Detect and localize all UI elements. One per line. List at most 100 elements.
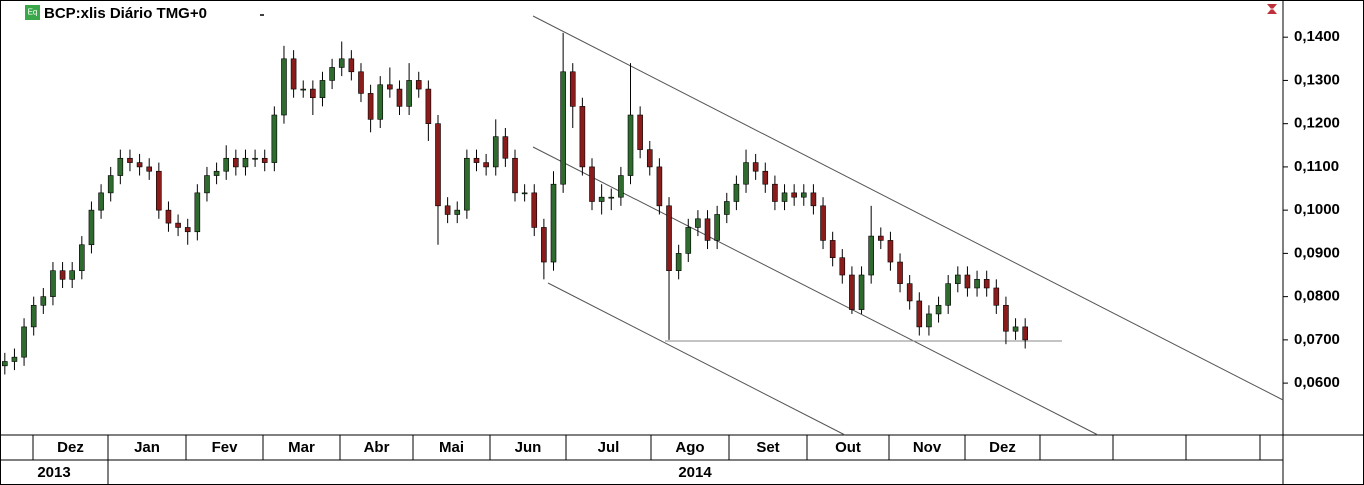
month-label: Nov [913,439,942,456]
candle-body [290,58,297,90]
candle-body [117,157,124,176]
year-label: 2014 [678,464,712,481]
candle-body [59,270,66,280]
candle-body [887,240,894,263]
candle-body [329,67,335,81]
candle-body [589,166,595,202]
chart-title[interactable]: BCP:xlis Diário TMG+0 [44,5,207,22]
candle-body [579,106,586,168]
y-tick-label: 0,0800 [1294,288,1340,305]
candle-body [252,157,258,160]
candle-body [127,157,133,163]
candle-body [281,58,287,116]
candle-body [829,240,836,259]
candle-body [271,114,278,163]
candle-body [1003,304,1009,332]
candle-body [415,80,422,90]
month-label: Dez [989,439,1016,456]
candle-body [723,201,730,215]
candle-body [800,192,807,198]
candle-body [993,287,1000,306]
candle-body [213,170,220,176]
month-label: Abr [364,439,390,456]
candle-body [175,222,181,228]
candle-body [358,71,364,94]
y-tick-label: 0,1100 [1294,158,1339,175]
candle-body [560,71,566,185]
y-tick-label: 0,1200 [1294,115,1340,132]
candle-body [50,270,56,297]
candle-body [204,175,210,194]
candle-body [348,58,355,73]
candle-body [916,300,923,328]
candle-body [714,214,720,241]
month-label: Jan [134,439,160,456]
candle-body [136,162,143,168]
candle-body [541,227,547,263]
candle-body [675,253,682,271]
candle-body [406,80,412,107]
candle-body [839,257,846,276]
candle-body [377,84,384,120]
trend-line [547,282,846,436]
candle-body [618,175,624,198]
candle-body [88,209,95,246]
candle-body [194,192,201,233]
candle-body [21,326,27,358]
candle-body [242,157,249,168]
candle-body [810,192,817,207]
candle-body [926,313,932,328]
month-label: Mar [288,439,315,456]
candle-body [502,136,509,159]
y-tick-label: 0,1400 [1294,28,1340,45]
candle-body [310,88,316,99]
candle-body [820,205,826,241]
month-label: Set [756,439,779,456]
y-tick-label: 0,0600 [1294,374,1340,391]
icon-label: Eq [28,8,38,17]
trend-line [532,15,1284,401]
candle-body [945,283,951,306]
candle-body [531,192,538,228]
candle-body [666,205,672,271]
candle-body [483,162,489,168]
candle-body [156,170,162,211]
candle-body [223,157,230,172]
zoom-icon[interactable] [1267,4,1277,14]
candle-body [425,88,432,124]
candle-body [107,175,114,194]
trend-line [532,146,1099,436]
candle-body [762,170,769,185]
candle-body [30,304,37,328]
candle-body [454,209,461,215]
y-tick-label: 0,0900 [1294,244,1340,261]
candle-body [906,283,913,302]
candle-body [98,192,104,211]
candle-body [983,279,990,289]
month-label: Jun [515,439,542,456]
candle-body [791,192,797,198]
candle-body [781,192,788,202]
candle-body [897,261,903,284]
month-label: Jul [598,439,620,456]
candle-body [2,361,8,367]
candle-body [627,114,634,176]
candle-body [685,227,692,254]
candle-body [11,356,18,362]
candle-body [849,274,855,310]
candle-body [464,157,470,211]
candle-body [935,304,942,315]
y-tick-label: 0,0700 [1294,331,1340,348]
icon [25,5,40,20]
candle-body [79,244,85,271]
candle-body [733,183,740,202]
candle-body [165,209,172,224]
candle-body [444,205,451,215]
candle-body [964,274,971,289]
candle-body [300,88,307,91]
candle-body [512,157,518,194]
month-label: Out [835,439,861,456]
candle-body [569,71,576,107]
candle-body [435,123,441,207]
